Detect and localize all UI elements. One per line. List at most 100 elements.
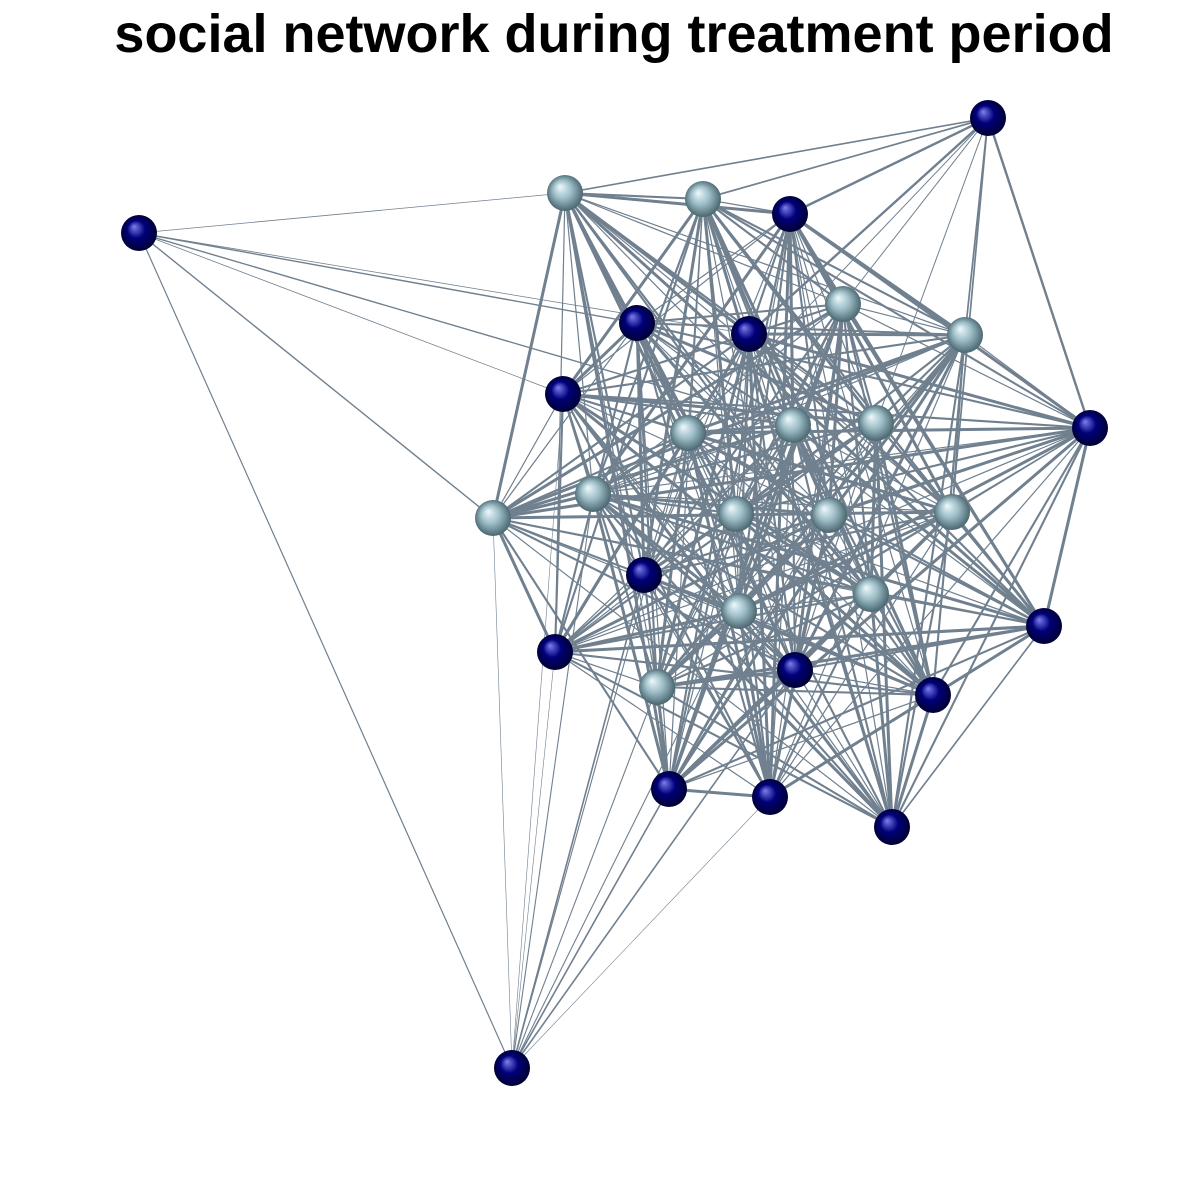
edge	[591, 492, 873, 596]
edge	[592, 424, 794, 495]
edge	[734, 426, 1092, 516]
edge	[561, 392, 878, 425]
edge-layer	[138, 116, 1092, 1069]
edge	[890, 510, 954, 829]
edge	[668, 513, 737, 790]
edge	[635, 321, 878, 425]
edge	[635, 302, 845, 325]
edge	[554, 427, 1091, 653]
edge	[511, 574, 645, 1069]
edge	[788, 116, 990, 216]
edge	[735, 513, 1045, 627]
edge	[842, 303, 1091, 429]
edge	[655, 685, 894, 829]
edge	[492, 517, 513, 1069]
edge	[747, 332, 797, 672]
edge	[553, 650, 894, 829]
edge	[738, 610, 934, 696]
edge	[553, 573, 646, 654]
edge	[668, 694, 934, 790]
edge	[562, 213, 791, 395]
edge	[138, 232, 750, 335]
edge	[511, 686, 658, 1069]
edge	[874, 333, 967, 425]
node-light	[639, 669, 675, 705]
edge	[491, 516, 557, 654]
node-light	[947, 317, 983, 353]
edge	[827, 513, 1046, 628]
edge	[642, 510, 954, 577]
edge	[591, 212, 792, 496]
edge	[890, 693, 935, 829]
edge	[842, 303, 966, 336]
node-dark	[1026, 608, 1062, 644]
edge	[511, 788, 670, 1069]
edge	[890, 333, 967, 829]
edge	[492, 393, 564, 519]
edge	[491, 516, 671, 791]
edge	[554, 424, 794, 653]
node-dark	[619, 305, 655, 341]
node-light	[853, 576, 889, 612]
node-light	[811, 497, 847, 533]
edge	[491, 333, 967, 520]
edge	[635, 321, 967, 337]
node-dark	[874, 809, 910, 845]
edge	[511, 796, 771, 1069]
edge	[656, 427, 1091, 688]
edge	[138, 232, 513, 1069]
edge	[931, 426, 1092, 697]
node-dark	[626, 557, 662, 593]
edge	[591, 421, 878, 496]
edge	[561, 333, 967, 396]
edge	[794, 669, 934, 696]
edge	[747, 332, 967, 337]
edge	[138, 232, 494, 519]
edge	[667, 624, 1046, 791]
edge	[138, 232, 794, 426]
edge	[564, 192, 794, 426]
edge	[138, 232, 638, 324]
edge	[511, 669, 796, 1069]
edge	[869, 592, 894, 829]
edge	[564, 117, 989, 194]
edge	[964, 334, 1091, 429]
edge	[702, 117, 989, 200]
edge	[841, 302, 1046, 628]
edge	[686, 431, 741, 613]
edge	[553, 513, 831, 654]
node-dark	[752, 779, 788, 815]
node-light	[575, 476, 611, 512]
edge	[738, 593, 872, 612]
node-light	[934, 494, 970, 530]
edge	[492, 322, 638, 519]
edge	[789, 213, 934, 696]
edge	[891, 625, 1045, 828]
edge	[591, 492, 894, 829]
edge	[769, 427, 1091, 798]
edge	[788, 212, 954, 514]
edge	[870, 593, 1045, 627]
node-light	[670, 415, 706, 451]
edge	[553, 592, 873, 654]
edge	[842, 117, 989, 305]
edge	[655, 609, 741, 689]
edge	[748, 333, 877, 424]
edge	[735, 513, 796, 671]
edge	[738, 610, 893, 828]
edge	[874, 421, 894, 829]
edge	[791, 423, 1046, 628]
edge	[687, 117, 989, 434]
edge	[591, 492, 671, 791]
edge	[788, 212, 1092, 430]
edge	[642, 426, 1092, 577]
node-dark	[772, 196, 808, 232]
edge	[737, 510, 954, 613]
edge	[592, 427, 1091, 495]
edge	[734, 512, 873, 596]
edge	[491, 516, 1046, 628]
edge	[553, 624, 1046, 654]
edge	[655, 512, 738, 689]
edge	[138, 192, 566, 234]
